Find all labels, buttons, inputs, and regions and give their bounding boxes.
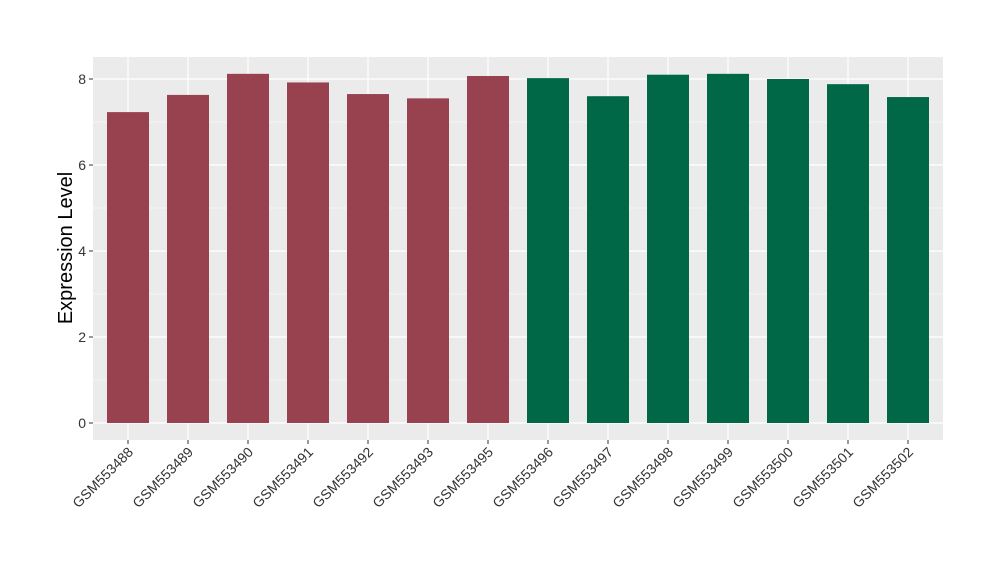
- bar-GSM553492: [347, 94, 389, 424]
- x-tick-label: GSM553502: [849, 444, 916, 511]
- bar-GSM553490: [227, 73, 269, 423]
- x-tick-label: GSM553495: [429, 444, 496, 511]
- x-tick-label: GSM553499: [669, 444, 736, 511]
- x-tick-label: GSM553489: [129, 444, 196, 511]
- plot-panel: [93, 57, 943, 440]
- bar-GSM553497: [587, 96, 629, 423]
- bar-GSM553493: [407, 98, 449, 423]
- x-tick-label: GSM553501: [789, 444, 856, 511]
- x-tick-label: GSM553498: [609, 444, 676, 511]
- bar-GSM553489: [167, 94, 209, 423]
- x-tick-label: GSM553496: [489, 444, 556, 511]
- x-tick-label: GSM553491: [249, 444, 316, 511]
- bars: [107, 73, 929, 424]
- bar-GSM553501: [827, 84, 869, 423]
- x-tick-label: GSM553492: [309, 444, 376, 511]
- y-tick-label: 2: [78, 329, 86, 345]
- y-tick-label: 8: [78, 71, 86, 87]
- y-axis: 0 2 4 6 8: [78, 71, 93, 431]
- bar-GSM553500: [767, 79, 809, 423]
- y-axis-title: Expression Level: [55, 172, 77, 324]
- bar-GSM553488: [107, 112, 149, 424]
- y-tick-label: 6: [78, 157, 86, 173]
- y-tick-label: 0: [78, 415, 86, 431]
- bar-GSM553499: [707, 73, 749, 423]
- bar-GSM553491: [287, 82, 329, 423]
- x-tick-label: GSM553493: [369, 444, 436, 511]
- bar-GSM553496: [527, 78, 569, 423]
- bar-GSM553495: [467, 75, 509, 424]
- bar-GSM553502: [887, 97, 929, 423]
- bar-GSM553498: [647, 74, 689, 423]
- y-tick-label: 4: [78, 243, 86, 259]
- x-tick-label: GSM553490: [189, 444, 256, 511]
- x-tick-label: GSM553497: [549, 444, 616, 511]
- x-axis: GSM553488GSM553489GSM553490GSM553491GSM5…: [69, 440, 916, 511]
- x-tick-label: GSM553488: [69, 444, 136, 511]
- x-tick-label: GSM553500: [729, 444, 796, 511]
